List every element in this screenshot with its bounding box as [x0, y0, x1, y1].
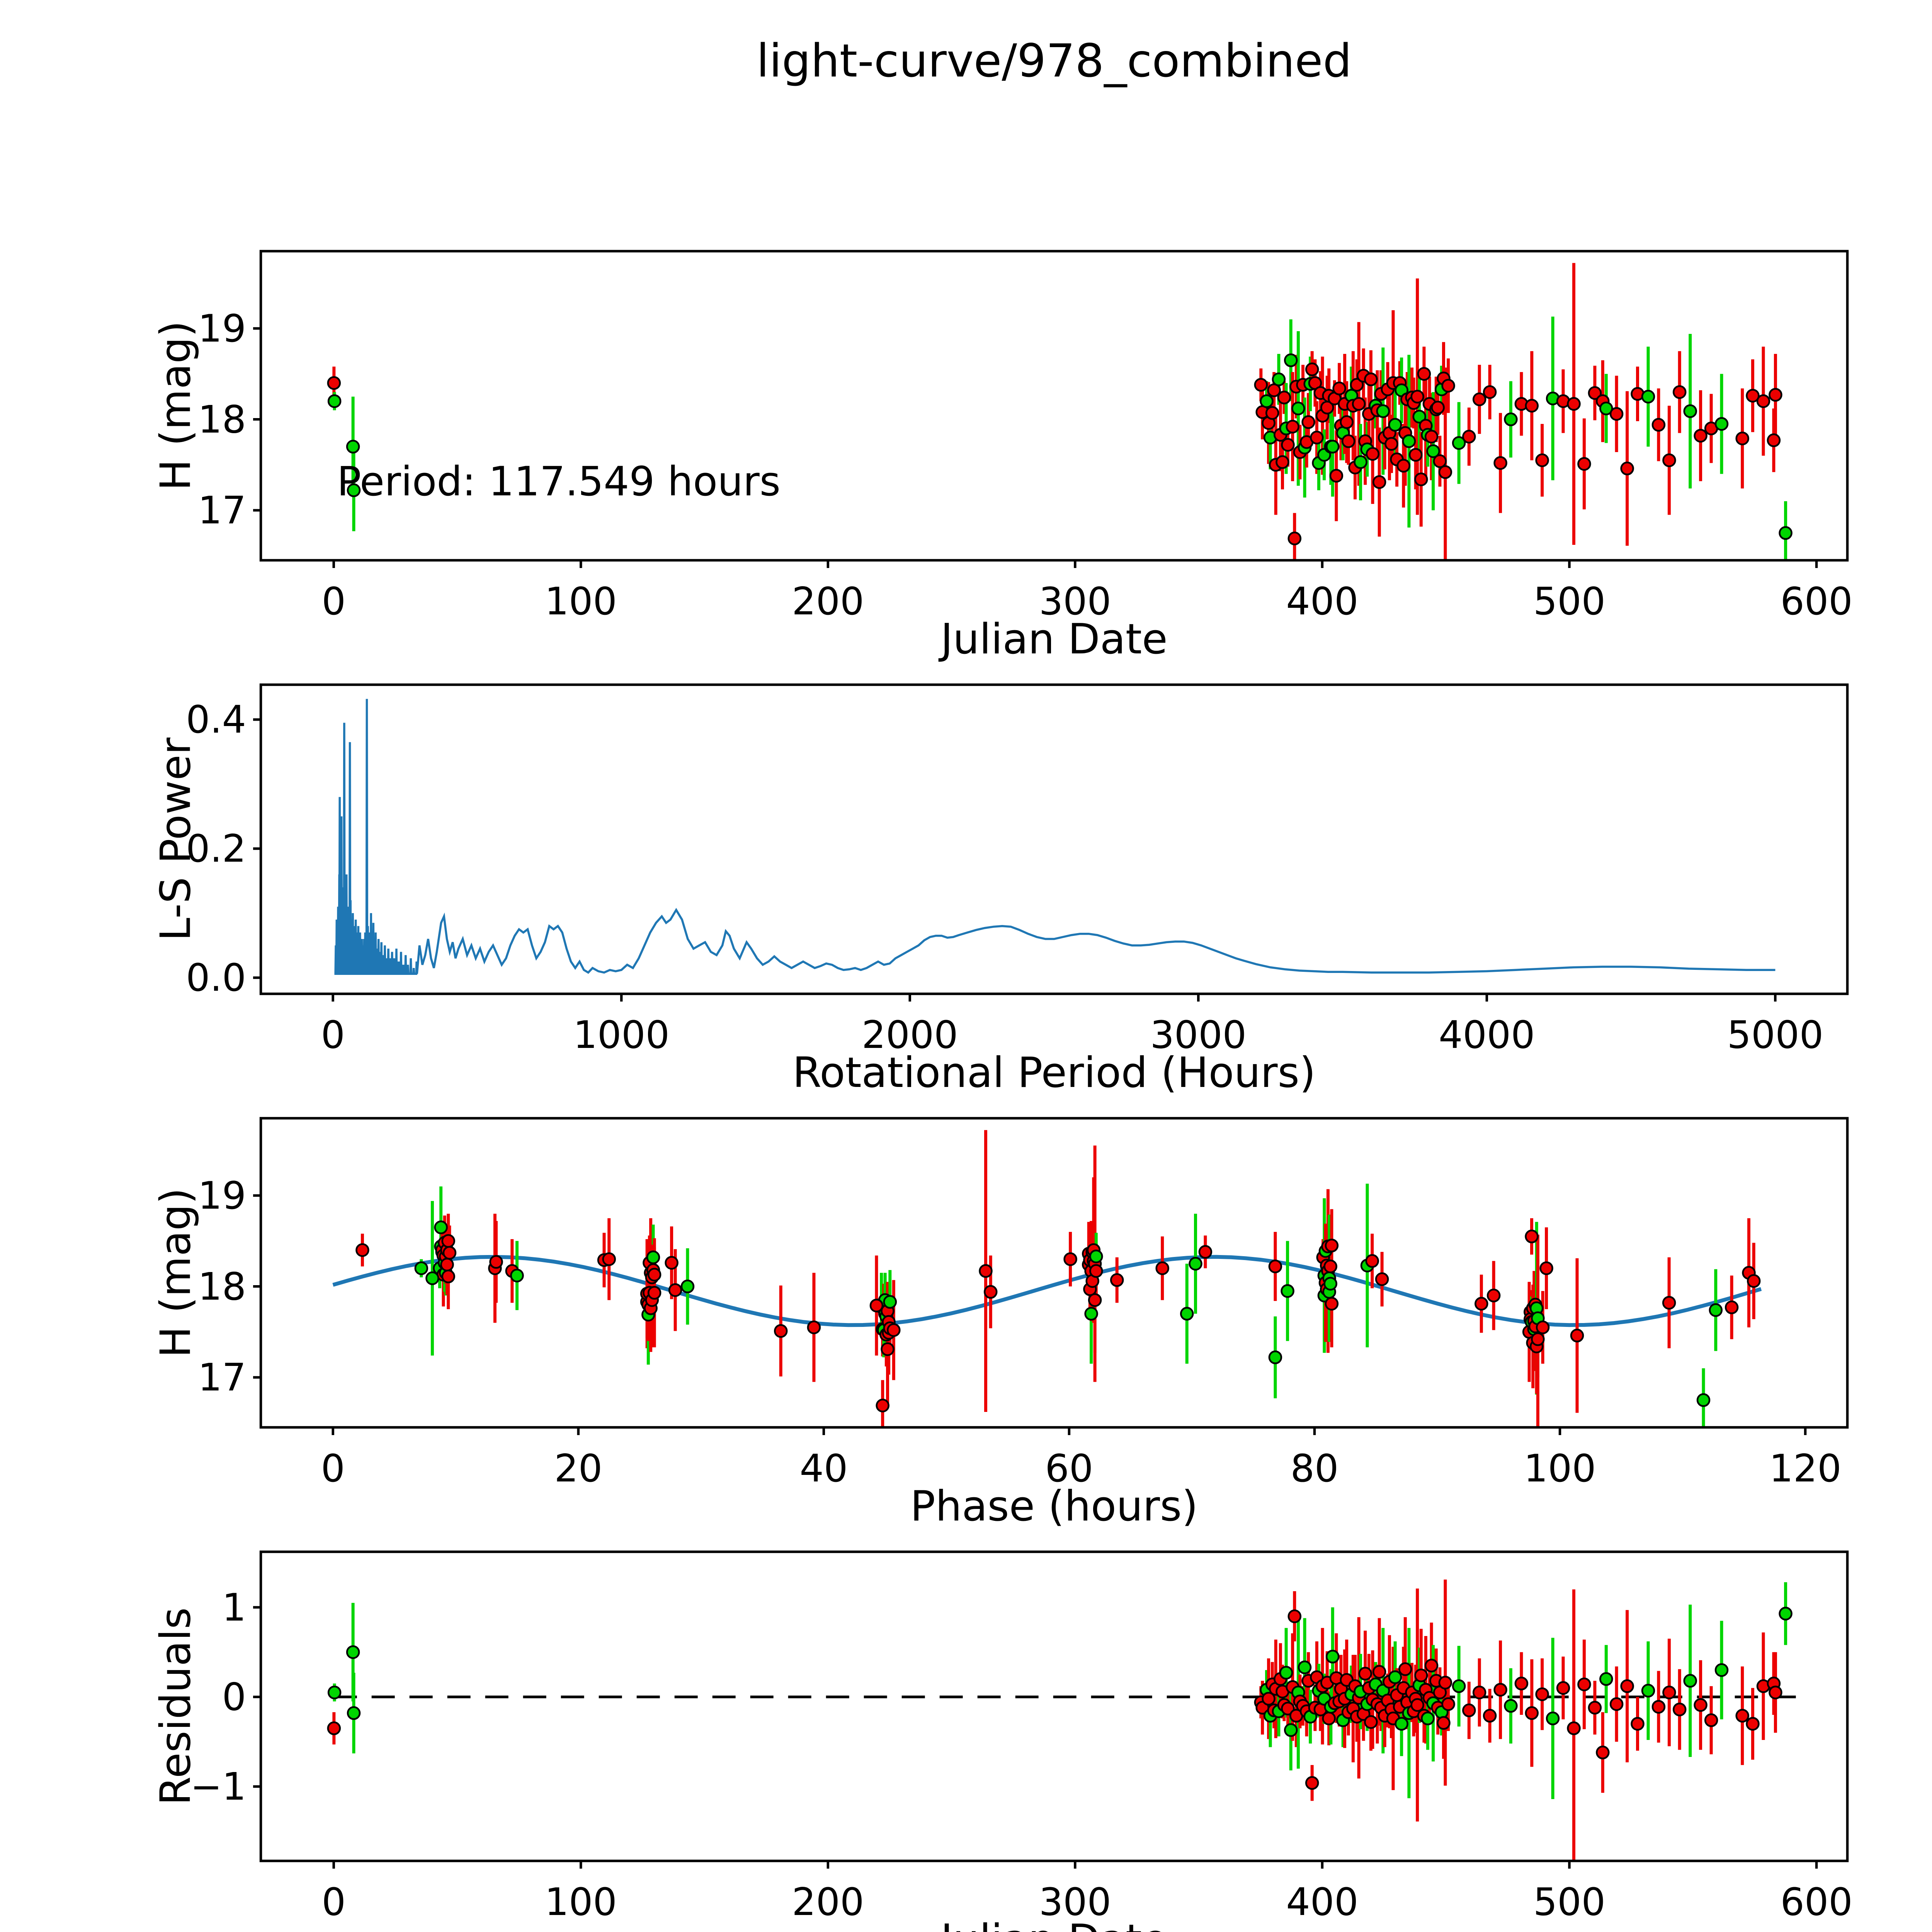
panel-periodogram: 0 1000 2000 3000 4000 5000 0.0 0.2 0.4 — [186, 683, 1849, 1057]
svg-text:600: 600 — [1781, 1880, 1853, 1924]
data-points — [327, 353, 1793, 546]
ylabel-panel4: Residuals — [151, 1607, 200, 1806]
error-bars — [332, 263, 1787, 560]
svg-text:0: 0 — [222, 1675, 246, 1719]
svg-text:40: 40 — [799, 1447, 848, 1491]
panel-frame — [259, 1550, 1849, 1862]
svg-text:100: 100 — [545, 1880, 617, 1924]
svg-text:3000: 3000 — [1150, 1013, 1247, 1057]
svg-text:18: 18 — [198, 398, 246, 442]
svg-text:17: 17 — [198, 489, 246, 533]
svg-text:0: 0 — [321, 1880, 345, 1924]
svg-text:0: 0 — [321, 580, 345, 624]
svg-text:18: 18 — [198, 1265, 246, 1309]
svg-text:80: 80 — [1291, 1447, 1339, 1491]
svg-text:19: 19 — [198, 1174, 246, 1218]
period-annotation: Period: 117.549 hours — [337, 458, 781, 505]
panel-mag_vs_phase: 0 20 40 60 80 100 120 17 18 19 — [198, 1117, 1849, 1491]
svg-text:300: 300 — [1039, 1880, 1111, 1924]
svg-text:19: 19 — [198, 307, 246, 351]
panel-residuals_vs_jd: 0 100 200 300 400 500 600 −1 0 1 — [190, 1550, 1853, 1924]
svg-text:20: 20 — [554, 1447, 602, 1491]
ylabel-panel3: H (mag) — [151, 1188, 200, 1358]
svg-text:1000: 1000 — [573, 1013, 669, 1057]
axis-ticks: 0 20 40 60 80 100 120 17 18 19 — [198, 1174, 1841, 1491]
svg-text:100: 100 — [1524, 1447, 1596, 1491]
panel-frame — [259, 683, 1849, 995]
svg-text:400: 400 — [1286, 580, 1358, 624]
svg-text:0.2: 0.2 — [186, 827, 246, 871]
periodogram-line — [334, 699, 1776, 975]
svg-text:0: 0 — [321, 1447, 345, 1491]
panel-frame — [259, 250, 1849, 562]
xlabel-panel1: Julian Date — [940, 615, 1168, 663]
xlabel-panel4: Julian Date — [940, 1916, 1167, 1932]
error-bars — [332, 1579, 1787, 1861]
panel-frame — [259, 1117, 1849, 1429]
svg-text:500: 500 — [1533, 1880, 1605, 1924]
svg-text:17: 17 — [198, 1356, 246, 1400]
axis-ticks: 0 100 200 300 400 500 600 17 18 19 — [198, 307, 1852, 624]
ylabel-panel2: L-S Power — [151, 737, 200, 941]
svg-text:0.0: 0.0 — [186, 956, 246, 1000]
axis-ticks: 0 100 200 300 400 500 600 −1 0 1 — [190, 1586, 1853, 1924]
svg-text:1: 1 — [222, 1586, 246, 1630]
xlabel-panel2: Rotational Period (Hours) — [793, 1049, 1316, 1097]
panel-mag_vs_jd: 0 100 200 300 400 500 600 17 18 19 — [198, 250, 1853, 624]
svg-text:400: 400 — [1286, 1880, 1358, 1924]
error-bars — [361, 1130, 1755, 1427]
svg-text:120: 120 — [1769, 1447, 1842, 1491]
xlabel-panel3: Phase (hours) — [910, 1482, 1198, 1531]
data-points — [355, 1220, 1761, 1413]
svg-text:100: 100 — [545, 580, 617, 624]
svg-text:500: 500 — [1533, 580, 1605, 624]
svg-text:2000: 2000 — [862, 1013, 958, 1057]
svg-text:5000: 5000 — [1727, 1013, 1823, 1057]
data-points — [327, 1607, 1793, 1790]
svg-text:4000: 4000 — [1439, 1013, 1535, 1057]
svg-text:0.4: 0.4 — [186, 698, 246, 742]
svg-text:200: 200 — [792, 580, 864, 624]
svg-text:600: 600 — [1781, 580, 1853, 624]
svg-text:300: 300 — [1039, 580, 1111, 624]
svg-text:0: 0 — [321, 1013, 345, 1057]
axis-ticks: 0 1000 2000 3000 4000 5000 0.0 0.2 0.4 — [186, 698, 1823, 1057]
figure-title: light-curve/978_combined — [756, 34, 1352, 87]
svg-text:−1: −1 — [190, 1765, 246, 1809]
fit-curve — [332, 1255, 1762, 1327]
svg-text:60: 60 — [1045, 1447, 1094, 1491]
svg-text:200: 200 — [792, 1880, 864, 1924]
ylabel-panel1: H (mag) — [151, 321, 200, 491]
